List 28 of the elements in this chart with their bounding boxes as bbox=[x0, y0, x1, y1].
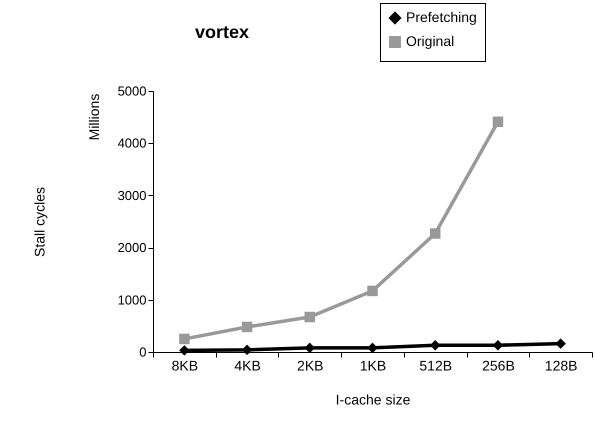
y-tick-label: 2000 bbox=[118, 240, 146, 256]
legend-label: Prefetching bbox=[406, 9, 477, 25]
point bbox=[242, 344, 252, 356]
point bbox=[367, 342, 378, 354]
x-tick-label: 4KB bbox=[234, 358, 261, 374]
text: Millions bbox=[86, 94, 102, 140]
point bbox=[430, 340, 440, 350]
point bbox=[367, 286, 378, 296]
point bbox=[304, 312, 316, 322]
point bbox=[492, 116, 504, 128]
x-tick-label: 2KB bbox=[297, 358, 324, 374]
x-tick-label: 8KB bbox=[172, 358, 198, 374]
y-tick-label: 5000 bbox=[118, 84, 146, 98]
x-tick-label: 512B bbox=[419, 358, 452, 374]
chart-title: vortex bbox=[194, 22, 250, 42]
x-tick-label: 1KB bbox=[360, 358, 386, 374]
point bbox=[430, 228, 440, 239]
y-tick-label: 3000 bbox=[118, 188, 146, 203]
y-tick-label: 4000 bbox=[118, 136, 146, 151]
point bbox=[179, 334, 190, 344]
point bbox=[242, 322, 252, 332]
x-tick-label: 256B bbox=[482, 358, 515, 374]
y-tick-label: 1000 bbox=[118, 292, 146, 308]
y-axis-title: Stall cycles bbox=[32, 186, 48, 258]
legend-label: Original bbox=[406, 33, 454, 49]
x-axis-title: I-cache size bbox=[336, 392, 411, 408]
x-tick-label: 128B bbox=[544, 358, 578, 374]
y-tick-label: 0 bbox=[139, 344, 146, 360]
